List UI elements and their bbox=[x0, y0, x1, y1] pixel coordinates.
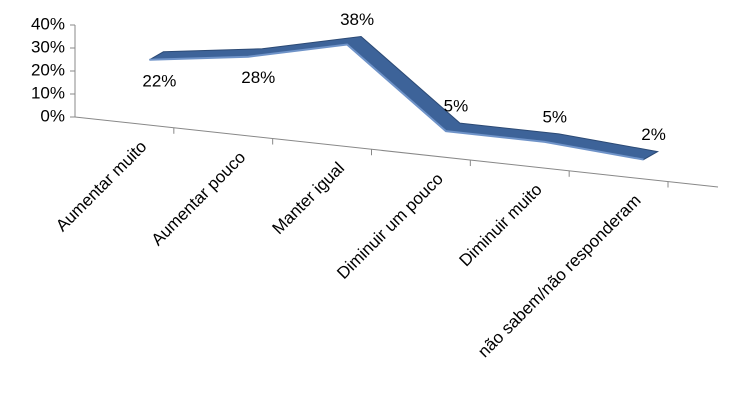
line bbox=[149, 43, 644, 161]
y-tick-label: 0% bbox=[40, 106, 65, 125]
x-tick-label: Aumentar muito bbox=[52, 137, 150, 235]
data-label: 5% bbox=[444, 97, 469, 116]
data-label: 28% bbox=[241, 68, 275, 87]
x-tick-label: Diminuir muito bbox=[455, 180, 545, 270]
x-tick-label: Diminuir um pouco bbox=[333, 169, 447, 283]
ribbon-top bbox=[149, 35, 660, 161]
data-label: 22% bbox=[142, 71, 176, 90]
x-tick-label: Aumentar pouco bbox=[148, 148, 250, 250]
y-tick-label: 20% bbox=[31, 60, 65, 79]
y-tick-label: 40% bbox=[31, 14, 65, 33]
data-label: 2% bbox=[641, 125, 666, 144]
x-tick-label: Manter igual bbox=[268, 158, 348, 238]
y-tick-label: 30% bbox=[31, 37, 65, 56]
x-axis bbox=[74, 116, 719, 188]
data-label: 5% bbox=[542, 107, 567, 126]
data-label: 38% bbox=[340, 10, 374, 29]
y-tick-label: 10% bbox=[31, 83, 65, 102]
